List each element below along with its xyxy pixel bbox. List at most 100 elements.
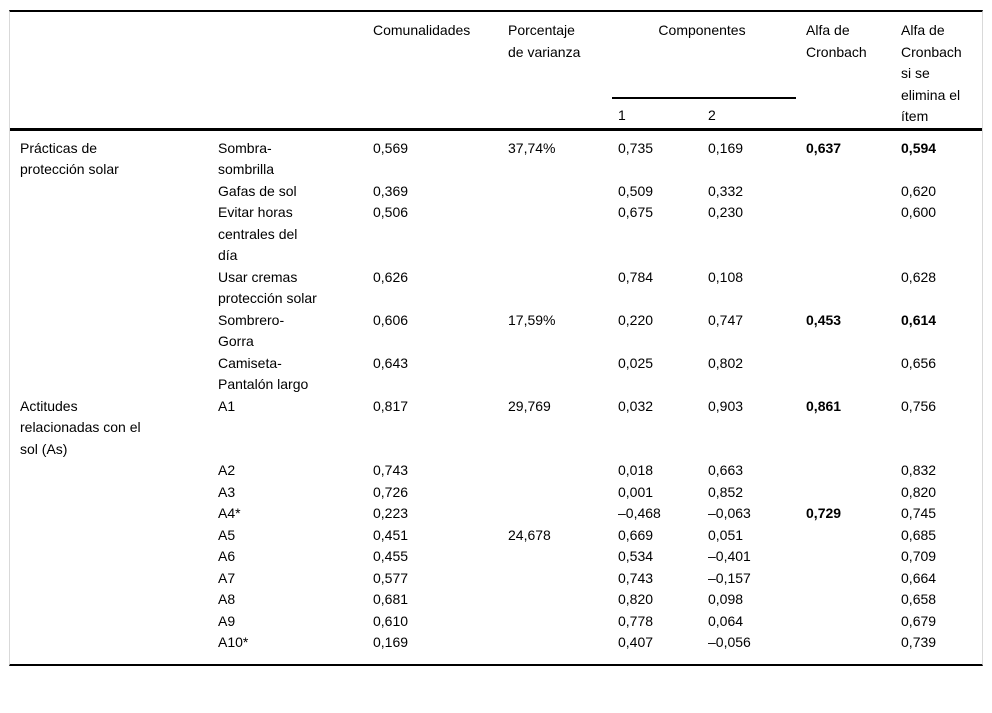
alfa-cronbach-value xyxy=(796,632,891,664)
comunalidades-value: 0,681 xyxy=(373,591,409,607)
alfa-elimina-item-value: 0,656 xyxy=(901,354,937,371)
componente-2-value: 0,230 xyxy=(708,204,744,220)
group-label xyxy=(10,632,208,664)
alfa-cronbach-value xyxy=(796,353,891,396)
comunalidades-value: 0,506 xyxy=(373,204,409,220)
alfa-cronbach-value xyxy=(796,460,891,482)
comunalidades-value: 0,455 xyxy=(373,548,409,564)
alfa-elimina-item-value: 0,600 xyxy=(901,204,937,220)
porcentaje-varianza-value: 29,769 xyxy=(508,397,551,414)
componente-1-value: 0,509 xyxy=(618,182,654,199)
comunalidades-value: 0,369 xyxy=(373,182,409,199)
group-label xyxy=(10,181,208,203)
group-label xyxy=(10,460,208,482)
col-header-componente-2: 2 xyxy=(698,98,797,131)
componente-2-value: 0,852 xyxy=(708,483,744,500)
componente-2-value: 0,051 xyxy=(708,526,744,543)
alfa-elimina-item-value: 0,709 xyxy=(901,548,937,564)
table-row: A2 0,743 0,018 0,663 0,832 xyxy=(10,460,982,482)
alfa-cronbach-value xyxy=(796,589,891,611)
componente-1-value: 0,669 xyxy=(618,526,654,543)
porcentaje-varianza-value xyxy=(498,460,608,482)
group-label xyxy=(10,589,208,611)
porcentaje-varianza-value xyxy=(498,503,608,525)
table-row: Prácticas de protección solar Sombra- so… xyxy=(10,129,982,181)
alfa-cronbach-value xyxy=(796,202,891,267)
componente-1-value: 0,820 xyxy=(618,591,654,607)
item-label: A9 xyxy=(218,612,236,629)
alfa-cronbach-value xyxy=(796,546,891,568)
alfa-elimina-item-value: 0,739 xyxy=(901,634,937,650)
item-label: A5 xyxy=(218,526,236,543)
alfa-cronbach-value xyxy=(796,181,891,203)
alfa-elimina-item-value: 0,820 xyxy=(901,483,937,500)
alfa-cronbach-value xyxy=(796,611,891,633)
group-label xyxy=(10,267,208,310)
porcentaje-varianza-value xyxy=(498,568,608,590)
item-label: A10* xyxy=(218,634,249,650)
table-row: Gafas de sol 0,369 0,509 0,332 0,620 xyxy=(10,181,982,203)
item-label: Sombra- sombrilla xyxy=(218,139,275,178)
alfa-elimina-item-value: 0,664 xyxy=(901,569,937,586)
componente-2-value: 0,903 xyxy=(708,397,744,414)
alfa-elimina-item-value: 0,745 xyxy=(901,505,937,521)
table-row: A3 0,726 0,001 0,852 0,820 xyxy=(10,482,982,504)
componente-2-value: 0,663 xyxy=(708,462,744,478)
comunalidades-value: 0,606 xyxy=(373,311,409,328)
alfa-cronbach-value: 0,861 xyxy=(806,397,842,414)
table-row: A4* 0,223 –0,468 –0,063 0,729 0,745 xyxy=(10,503,982,525)
porcentaje-varianza-value xyxy=(498,632,608,664)
item-label: Gafas de sol xyxy=(218,182,297,199)
group-label: Prácticas de protección solar xyxy=(20,139,119,178)
item-label: Evitar horas centrales del día xyxy=(218,204,298,263)
comunalidades-value: 0,451 xyxy=(373,526,409,543)
comunalidades-value: 0,569 xyxy=(373,139,409,156)
comunalidades-value: 0,743 xyxy=(373,462,409,478)
alfa-elimina-item-value: 0,756 xyxy=(901,397,937,414)
alfa-cronbach-value xyxy=(796,267,891,310)
alfa-elimina-item-value: 0,658 xyxy=(901,591,937,607)
componente-1-value: 0,032 xyxy=(618,397,654,414)
comunalidades-value: 0,577 xyxy=(373,569,409,586)
porcentaje-varianza-value: 17,59% xyxy=(508,311,556,328)
col-header-comunalidades: Comunalidades xyxy=(363,12,498,131)
item-label: Usar cremas protección solar xyxy=(218,268,317,307)
componente-1-value: 0,778 xyxy=(618,612,654,629)
alfa-elimina-item-value: 0,679 xyxy=(901,612,937,629)
item-label: A6 xyxy=(218,548,236,564)
alfa-cronbach-value xyxy=(796,525,891,547)
item-label: Sombrero- Gorra xyxy=(218,311,285,350)
componente-1-value: –0,468 xyxy=(618,505,661,521)
item-label: Camiseta- Pantalón largo xyxy=(218,354,309,393)
col-header-group-empty xyxy=(10,12,208,131)
componente-1-value: 0,001 xyxy=(618,483,654,500)
col-header-componentes: Componentes xyxy=(608,12,797,99)
comunalidades-value: 0,610 xyxy=(373,612,409,629)
porcentaje-varianza-value xyxy=(498,589,608,611)
componente-1-value: 0,784 xyxy=(618,268,654,285)
alfa-elimina-item-value: 0,614 xyxy=(901,311,937,328)
table-row: A10* 0,169 0,407 –0,056 0,739 xyxy=(10,632,982,664)
group-label xyxy=(10,546,208,568)
comunalidades-value: 0,817 xyxy=(373,397,409,414)
componente-1-value: 0,025 xyxy=(618,354,654,371)
porcentaje-varianza-value xyxy=(498,611,608,633)
componente-2-value: 0,098 xyxy=(708,591,744,607)
col-header-item-empty xyxy=(208,12,363,131)
componente-2-value: 0,108 xyxy=(708,268,744,285)
componente-1-value: 0,743 xyxy=(618,569,654,586)
col-header-alfa-cronbach: Alfa de Cronbach xyxy=(796,12,892,131)
porcentaje-varianza-value xyxy=(498,202,608,267)
table-header: Comunalidades Porcentaje de varianza Com… xyxy=(10,12,983,131)
comunalidades-value: 0,643 xyxy=(373,354,409,371)
table-row: A6 0,455 0,534 –0,401 0,709 xyxy=(10,546,982,568)
componente-2-value: –0,056 xyxy=(708,634,751,650)
item-label: A1 xyxy=(218,397,236,414)
group-label xyxy=(10,503,208,525)
group-label xyxy=(10,310,208,353)
componente-1-value: 0,735 xyxy=(618,139,654,156)
componente-1-value: 0,407 xyxy=(618,634,654,650)
porcentaje-varianza-value xyxy=(498,353,608,396)
item-label: A7 xyxy=(218,569,236,586)
table-row: Camiseta- Pantalón largo 0,643 0,025 0,8… xyxy=(10,353,982,396)
